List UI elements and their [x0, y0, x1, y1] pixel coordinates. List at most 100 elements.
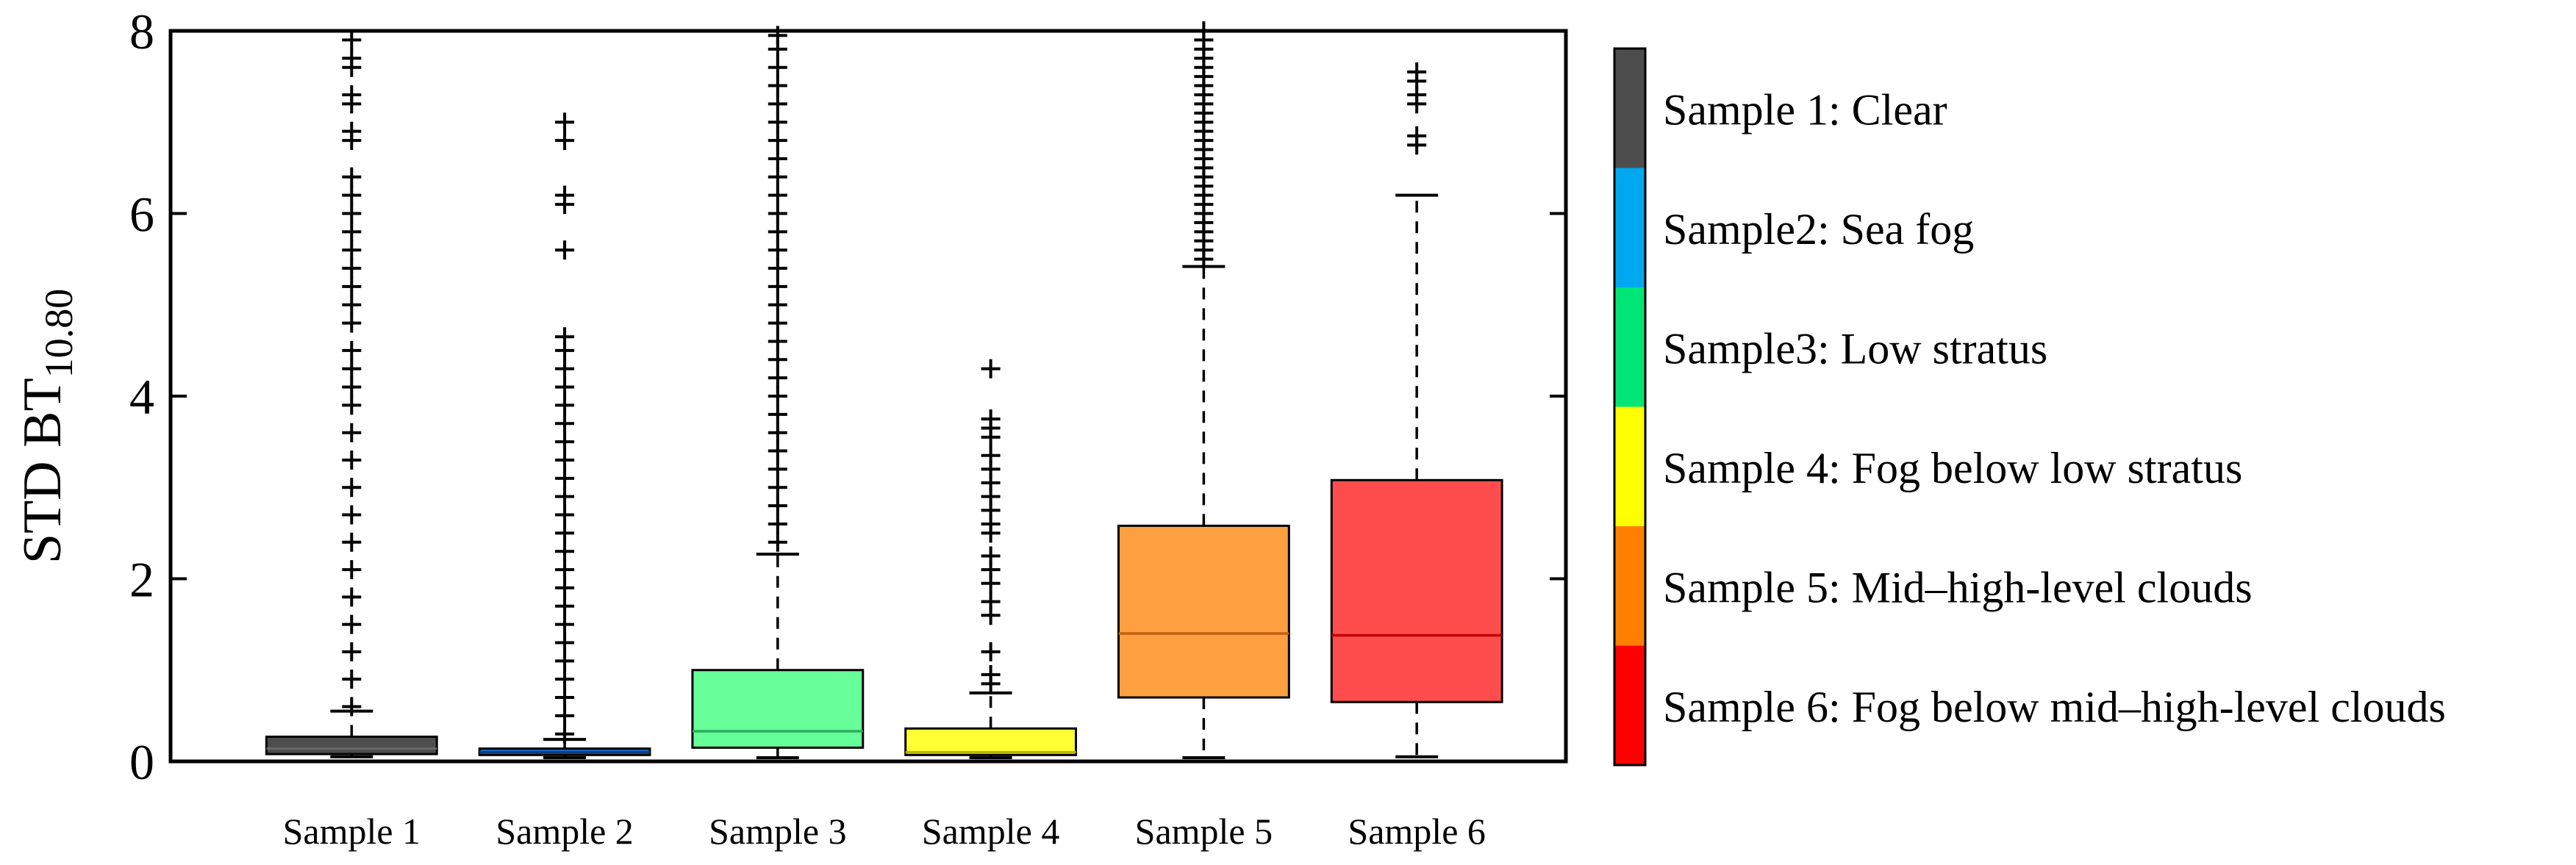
colorbar-segment: [1614, 526, 1645, 646]
outlier-marker: [768, 496, 787, 516]
y-axis-label-subscript: 10.80: [37, 289, 81, 378]
outlier-marker: [555, 505, 575, 525]
outlier-marker: [342, 222, 362, 242]
outlier-marker: [342, 185, 362, 205]
outlier-marker: [342, 505, 362, 525]
outlier-marker: [342, 697, 362, 717]
y-axis-label-main: STD BT: [12, 378, 73, 564]
colorbar-label: Sample3: Low stratus: [1663, 324, 2047, 373]
x-tick-label: Sample 1: [283, 811, 421, 852]
colorbar-segment: [1614, 406, 1645, 526]
y-axis-label: STD BT10.80: [12, 289, 81, 564]
outlier-marker: [342, 359, 362, 378]
outlier-marker: [342, 395, 362, 415]
outlier-marker: [342, 259, 362, 279]
box: [1117, 524, 1290, 699]
outlier-marker: [342, 121, 362, 141]
outlier-marker: [981, 642, 1001, 661]
outlier-marker: [768, 167, 787, 187]
outlier-marker: [768, 350, 787, 370]
outlier-marker: [342, 377, 362, 397]
outlier-marker: [555, 578, 575, 597]
outlier-marker: [555, 131, 575, 151]
outlier-marker: [342, 560, 362, 580]
outlier-marker: [342, 532, 362, 552]
outlier-marker: [768, 276, 787, 296]
outlier-marker: [768, 331, 787, 351]
outlier-marker: [342, 240, 362, 260]
y-tick-label: 8: [129, 4, 154, 60]
outlier-marker: [1407, 126, 1427, 146]
outlier-marker: [555, 359, 575, 378]
outlier-marker: [555, 523, 575, 543]
outlier-marker: [342, 295, 362, 315]
colorbar-segment: [1614, 168, 1645, 287]
outlier-marker: [555, 450, 575, 470]
outlier-marker: [768, 57, 787, 77]
x-tick-label: Sample 4: [922, 811, 1059, 852]
outlier-marker: [768, 459, 787, 479]
outlier-marker: [555, 185, 575, 205]
outlier-marker: [768, 478, 787, 498]
outlier-marker: [342, 204, 362, 223]
outlier-marker: [555, 560, 575, 580]
outlier-marker: [768, 185, 787, 205]
x-tick-label: Sample 3: [709, 811, 846, 852]
outlier-marker: [555, 395, 575, 415]
y-tick-label: 2: [129, 552, 154, 608]
outlier-marker: [768, 131, 787, 151]
outlier-marker: [555, 596, 575, 616]
outlier-marker: [555, 542, 575, 561]
outlier-marker: [768, 532, 787, 552]
y-tick-label: 0: [129, 734, 154, 790]
colorbar-label: Sample 1: Clear: [1663, 85, 1947, 134]
outlier-marker: [768, 404, 787, 424]
outlier-marker: [768, 222, 787, 242]
outlier-marker: [342, 167, 362, 187]
outlier-marker: [768, 441, 787, 461]
outlier-marker: [555, 633, 575, 653]
colorbar-segment: [1614, 49, 1645, 168]
outlier-marker: [555, 651, 575, 671]
x-tick-label: Sample 5: [1135, 811, 1273, 852]
outlier-marker: [981, 359, 1001, 378]
outlier-marker: [555, 706, 575, 725]
outlier-marker: [981, 592, 1001, 611]
outlier-marker: [768, 313, 787, 333]
outlier-marker: [555, 468, 575, 488]
outlier-marker: [555, 414, 575, 434]
plot-layer: 0 2 4 6 8 Sample 1 Sample 2 Sample 3 Sample 4 Sam…: [129, 4, 1568, 852]
box: [265, 735, 438, 755]
y-tick-label: 4: [129, 369, 154, 425]
outlier-marker: [342, 49, 362, 68]
outlier-marker: [981, 664, 1001, 684]
box: [904, 727, 1078, 756]
colorbar-label: Sample 5: Mid–high-level clouds: [1663, 563, 2253, 611]
outlier-marker: [555, 377, 575, 397]
outlier-marker: [342, 587, 362, 607]
outlier-marker: [768, 204, 787, 223]
x-tick-label: Sample 6: [1348, 811, 1485, 852]
colorbar-label: Sample2: Sea fog: [1663, 205, 1974, 254]
outlier-marker: [1407, 62, 1427, 82]
outlier-marker: [342, 670, 362, 689]
colorbar-label: Sample 6: Fog below mid–high-level cloud…: [1663, 683, 2446, 731]
outlier-marker: [342, 85, 362, 104]
colorbar-segment: [1614, 287, 1645, 407]
outlier-marker: [555, 327, 575, 347]
box: [1330, 478, 1503, 703]
outlier-marker: [342, 276, 362, 296]
outlier-marker: [555, 688, 575, 708]
outlier-marker: [981, 546, 1001, 566]
outlier-marker: [768, 387, 787, 406]
outlier-marker: [555, 670, 575, 689]
outlier-marker: [342, 313, 362, 333]
outlier-marker: [981, 409, 1001, 429]
outlier-marker: [342, 340, 362, 360]
colorbar-frame: [1613, 47, 1647, 767]
colorbar: Sample 1: Clear Sample2: Sea fog Sample3: …: [1613, 47, 2446, 767]
outlier-marker: [342, 614, 362, 634]
outlier-marker: [981, 445, 1001, 465]
outlier-marker: [768, 148, 787, 168]
outlier-marker: [342, 642, 362, 661]
